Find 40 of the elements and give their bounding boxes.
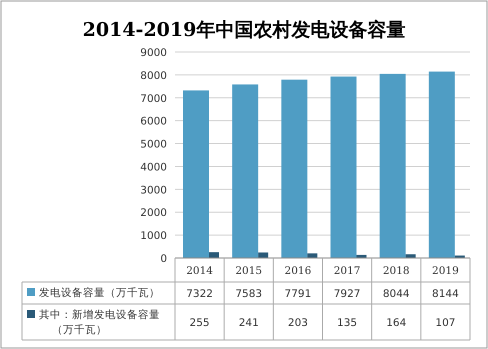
y-tick-label: 4000: [140, 161, 167, 174]
bar: [428, 72, 455, 258]
data-label: 164: [386, 317, 407, 329]
x-tick-label: 2015: [235, 265, 262, 277]
x-tick-label: 2018: [382, 265, 410, 277]
bar: [330, 76, 356, 258]
data-label: 107: [435, 317, 456, 329]
data-label: 7583: [235, 288, 262, 300]
data-label: 8144: [432, 288, 460, 300]
bar: [232, 84, 258, 258]
y-tick-label: 6000: [140, 116, 167, 128]
x-tick-label: 2019: [432, 265, 459, 277]
bar: [406, 254, 416, 258]
bar: [209, 252, 219, 258]
bar: [183, 90, 209, 258]
y-tick-label: 9000: [140, 47, 167, 59]
y-tick-label: 0: [160, 253, 167, 265]
y-tick-label: 5000: [140, 138, 167, 151]
bar: [281, 80, 308, 258]
x-tick-label: 2016: [284, 265, 312, 277]
y-tick-label: 1000: [140, 230, 167, 242]
x-tick-label: 2014: [186, 265, 214, 277]
x-tick-label: 2017: [334, 265, 360, 277]
data-label: 7927: [334, 288, 360, 300]
data-label: 135: [337, 317, 358, 329]
data-label: 8044: [382, 288, 410, 300]
y-tick-label: 3000: [140, 184, 167, 196]
bar: [258, 252, 268, 258]
legend-label: 发电设备容量（万千瓦）: [39, 286, 160, 299]
bar: [380, 74, 406, 258]
data-label: 241: [238, 317, 259, 329]
y-tick-label: 7000: [140, 92, 167, 105]
data-label: 203: [288, 317, 308, 329]
y-tick-label: 2000: [140, 207, 167, 220]
data-label: 255: [190, 317, 210, 329]
data-label: 7791: [284, 288, 312, 300]
chart-title: 2014-2019年中国农村发电设备容量: [82, 19, 406, 41]
legend-label: 其中：新增发电设备容量（万千瓦）: [39, 308, 160, 336]
y-tick-label: 8000: [140, 70, 167, 82]
data-label: 7322: [186, 288, 213, 300]
